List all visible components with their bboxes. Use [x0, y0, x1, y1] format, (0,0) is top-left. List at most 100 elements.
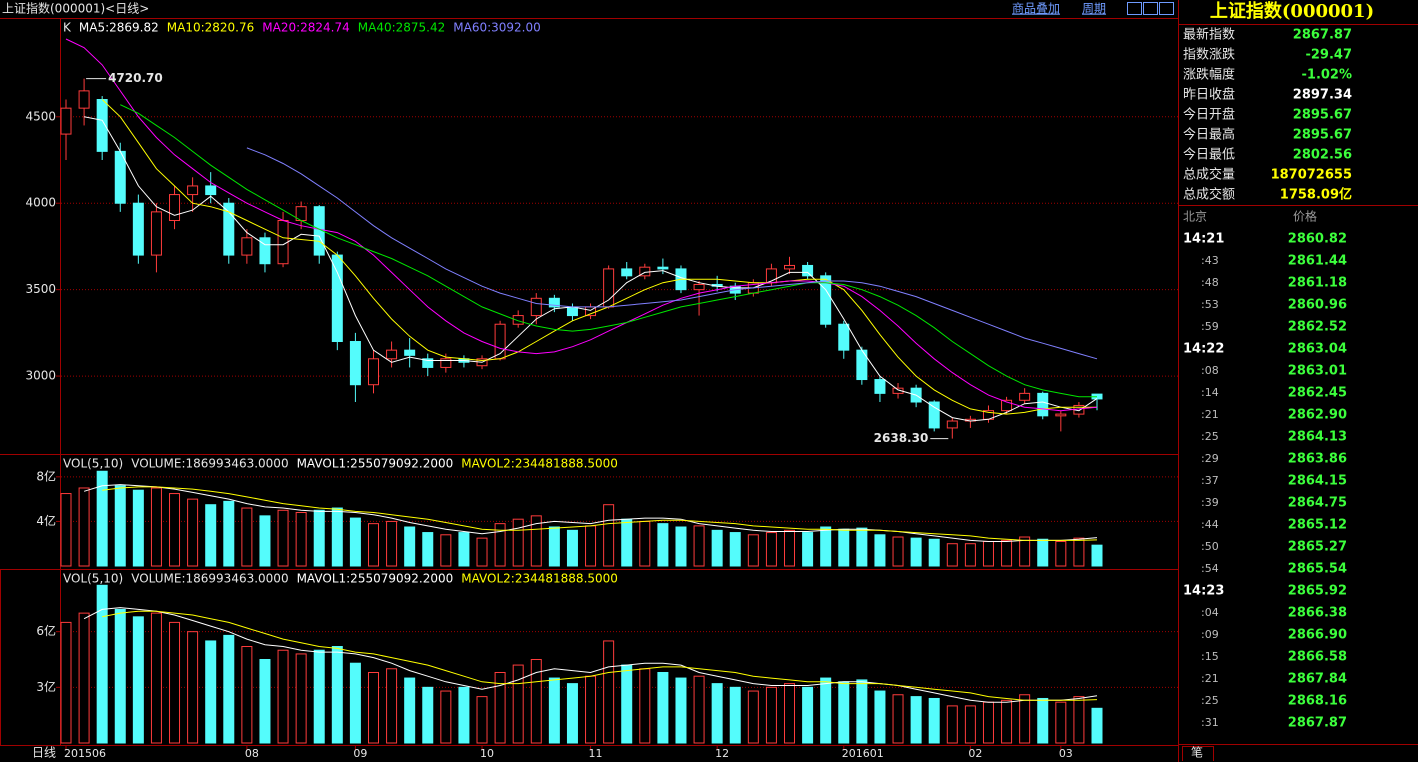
tick-time: :48 [1201, 276, 1219, 289]
candle-body [349, 341, 361, 386]
ma-line [101, 99, 1097, 415]
info-value: -29.47 [1305, 48, 1352, 63]
candle-body [820, 275, 832, 325]
candle-body [259, 237, 271, 265]
x-tick-label: 201506 [64, 747, 106, 760]
tick-price: 2863.01 [1288, 364, 1347, 379]
nav-icon[interactable] [1159, 2, 1174, 15]
volume-bar [331, 507, 343, 567]
volume-bar [693, 525, 705, 567]
info-value: 2895.67 [1293, 108, 1352, 123]
candle-body [386, 349, 398, 360]
legend-entry: MA40:2875.42 [358, 21, 446, 35]
info-value: 187072655 [1271, 168, 1352, 183]
volume-bar [928, 538, 940, 567]
annotation: 4720.70 [108, 71, 163, 85]
volume-bar [187, 631, 199, 744]
period-button[interactable]: 周期 [1082, 2, 1106, 16]
candle-body [60, 107, 72, 135]
info-value: 1758.09亿 [1280, 187, 1352, 203]
volume-bar [313, 649, 325, 744]
tick-time: :25 [1201, 694, 1219, 707]
volume-bar [96, 584, 108, 744]
overlay-button[interactable]: 商品叠加 [1012, 1, 1060, 16]
volume-bar [982, 701, 994, 744]
volume-bar [566, 529, 578, 567]
candle-body [838, 323, 850, 351]
legend-entry: MA5:2869.82 [79, 21, 159, 35]
ma-line [65, 38, 1098, 412]
volume-bar [1055, 701, 1067, 744]
volume-bar [1055, 540, 1067, 567]
tick-price: 2860.82 [1288, 232, 1347, 247]
volume-bar [404, 526, 416, 567]
column-header: 北京 [1183, 210, 1207, 224]
candle-body [512, 315, 524, 325]
candle-body [621, 268, 633, 277]
candle-body [1055, 413, 1067, 417]
info-label: 今日开盘 [1183, 107, 1235, 123]
info-value: -1.02% [1302, 68, 1353, 83]
tick-time: :14 [1201, 386, 1219, 399]
candle-body [946, 420, 958, 429]
volume-bar [711, 683, 723, 744]
volume-bar [946, 705, 958, 744]
volume-bar [223, 634, 235, 744]
volume-bar [259, 659, 271, 744]
volume-bar [910, 537, 922, 567]
volume-bar [765, 686, 777, 744]
volume-bar [386, 520, 398, 567]
y-tick-label: 4亿 [36, 513, 56, 528]
volume-bar [946, 543, 958, 567]
legend-entry: MAVOL1:255079092.2000 [297, 572, 454, 586]
ma-line [102, 486, 1098, 541]
info-label: 最新指数 [1183, 27, 1235, 43]
candle-body [114, 150, 126, 204]
info-value: 2867.87 [1293, 28, 1352, 43]
candle-body [367, 358, 379, 386]
volume-bar [530, 515, 542, 567]
volume-bar [530, 659, 542, 744]
volume-bar [747, 534, 759, 567]
tab-label[interactable]: 笔 [1191, 745, 1203, 760]
volume-bar [422, 532, 434, 567]
volume-bar [476, 537, 488, 567]
y-tick-label: 8亿 [36, 468, 56, 483]
tick-price: 2868.16 [1288, 694, 1347, 709]
tick-time: :29 [1201, 452, 1219, 465]
volume-bar [277, 649, 289, 744]
y-tick-label: 6亿 [36, 623, 56, 638]
window-title: 上证指数(000001)<日线> [2, 1, 149, 16]
volume-bar [1001, 539, 1013, 567]
volume-bar [747, 690, 759, 744]
volume-bar [765, 532, 777, 567]
volume-bar [295, 512, 307, 567]
volume-bar [1073, 537, 1085, 567]
volume-bar [1037, 697, 1049, 744]
volume-bar [241, 507, 253, 567]
volume-bar [621, 664, 633, 744]
legend-volume: VOLUME:186993463.0000 [131, 457, 288, 471]
candle-body [440, 358, 452, 368]
tick-price: 2861.18 [1288, 276, 1347, 291]
candle-body [784, 264, 796, 270]
candle-body [802, 264, 814, 277]
tab[interactable] [1182, 746, 1214, 762]
nav-icon[interactable] [1143, 2, 1158, 15]
y-tick-label: 3000 [25, 369, 56, 383]
tick-time: 14:21 [1183, 232, 1224, 247]
volume-bar [259, 515, 271, 567]
x-tick-label: 11 [589, 747, 603, 760]
tick-price: 2864.13 [1288, 430, 1347, 445]
nav-icon[interactable] [1127, 2, 1142, 15]
volume-bar [60, 621, 72, 744]
volume-bar [150, 487, 162, 567]
tick-price: 2867.84 [1288, 672, 1347, 687]
volume-bar [874, 690, 886, 744]
candle-body [241, 237, 253, 256]
candle-body [96, 99, 108, 152]
tick-price: 2864.15 [1288, 474, 1347, 489]
candle-body [223, 202, 235, 256]
ma-line [102, 610, 1098, 701]
candle-body [205, 185, 217, 196]
